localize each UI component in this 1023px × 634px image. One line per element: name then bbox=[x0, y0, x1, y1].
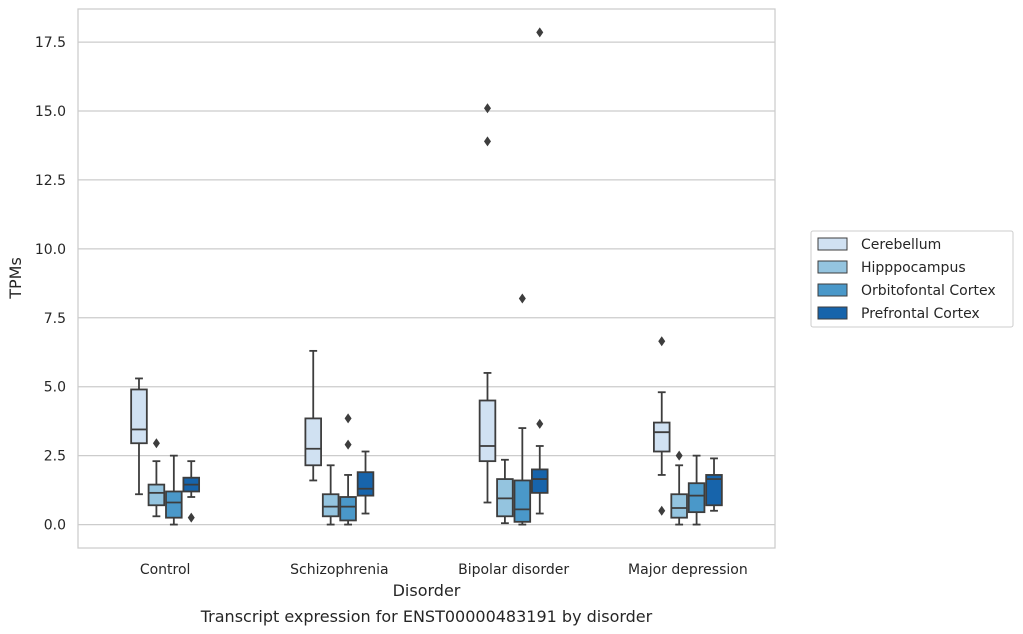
x-tick-label: Bipolar disorder bbox=[458, 562, 569, 578]
y-tick-label: 2.5 bbox=[44, 449, 66, 465]
x-axis-tick-labels: Control Schizophrenia Bipolar disorder Majo… bbox=[140, 562, 748, 578]
legend-items: Cerebellum Hipppocampus Orbitofontal Corte… bbox=[817, 237, 996, 322]
outlier-point bbox=[344, 439, 352, 450]
legend-swatch bbox=[817, 306, 848, 320]
iqr-box bbox=[652, 421, 671, 453]
legend-swatch bbox=[817, 283, 848, 297]
box-plot-marks bbox=[130, 27, 723, 526]
outlier-point bbox=[483, 103, 491, 114]
outlier-point bbox=[187, 512, 195, 523]
iqr-box bbox=[339, 496, 357, 522]
iqr-box bbox=[304, 417, 322, 467]
box-3-2 bbox=[531, 27, 549, 515]
box-1-1 bbox=[321, 464, 340, 526]
legend-label: Orbitofontal Cortex bbox=[861, 283, 996, 299]
y-axis-title: TPMs bbox=[6, 257, 25, 300]
iqr-box bbox=[478, 399, 497, 463]
iqr-box bbox=[670, 493, 688, 519]
y-tick-label: 0.0 bbox=[44, 518, 66, 534]
y-tick-label: 10.0 bbox=[35, 242, 66, 258]
legend-swatch bbox=[817, 260, 848, 274]
box-0-2 bbox=[478, 103, 497, 504]
box-1-3 bbox=[670, 450, 688, 526]
outlier-point bbox=[658, 336, 666, 347]
y-tick-label: 7.5 bbox=[44, 311, 66, 327]
legend: Cerebellum Hipppocampus Orbitofontal Corte… bbox=[810, 230, 1014, 328]
y-tick-label: 5.0 bbox=[44, 380, 66, 396]
figure-caption: Transcript expression for ENST0000048319… bbox=[200, 607, 653, 626]
gridlines bbox=[78, 41, 775, 526]
box-1-0 bbox=[147, 438, 166, 518]
x-tick-label: Major depression bbox=[628, 562, 748, 578]
legend-label: Hipppocampus bbox=[861, 260, 966, 276]
legend-label: Cerebellum bbox=[861, 237, 941, 253]
legend-swatch bbox=[817, 237, 848, 251]
plot-area-frame bbox=[77, 8, 776, 549]
y-tick-label: 17.5 bbox=[35, 35, 66, 51]
outlier-point bbox=[536, 418, 544, 429]
iqr-box bbox=[513, 479, 532, 523]
iqr-box bbox=[531, 468, 549, 494]
outlier-point bbox=[518, 293, 526, 304]
box-0-3 bbox=[652, 336, 671, 516]
outlier-point bbox=[152, 438, 160, 449]
x-tick-label: Schizophrenia bbox=[290, 562, 388, 578]
x-axis-title: Disorder bbox=[393, 581, 461, 600]
x-tick-label: Control bbox=[140, 562, 191, 578]
y-axis-tick-labels: 0.0 2.5 5.0 7.5 10.0 12.5 15.0 17.5 bbox=[35, 35, 66, 533]
outlier-point bbox=[658, 505, 666, 516]
box-3-1 bbox=[356, 450, 375, 515]
box-2-1 bbox=[339, 413, 357, 526]
box-0-1 bbox=[304, 349, 322, 482]
iqr-box bbox=[321, 493, 340, 518]
outlier-point bbox=[675, 450, 683, 461]
legend-frame bbox=[810, 230, 1014, 328]
outlier-point bbox=[344, 413, 352, 424]
iqr-box bbox=[147, 483, 166, 507]
iqr-box bbox=[165, 490, 183, 519]
y-tick-label: 15.0 bbox=[35, 104, 66, 120]
iqr-box bbox=[705, 474, 723, 507]
box-3-0 bbox=[182, 460, 201, 523]
outlier-point bbox=[483, 136, 491, 147]
y-tick-label: 12.5 bbox=[35, 173, 66, 189]
box-0-0 bbox=[130, 377, 148, 496]
box-3-3 bbox=[705, 457, 723, 512]
box-2-0 bbox=[165, 454, 183, 526]
box-2-2 bbox=[513, 293, 532, 526]
iqr-box bbox=[687, 482, 706, 514]
outlier-point bbox=[536, 27, 544, 38]
iqr-box bbox=[356, 471, 375, 497]
legend-label: Prefrontal Cortex bbox=[861, 306, 980, 322]
box-1-2 bbox=[496, 458, 514, 525]
iqr-box bbox=[130, 388, 148, 445]
box-2-3 bbox=[687, 454, 706, 526]
